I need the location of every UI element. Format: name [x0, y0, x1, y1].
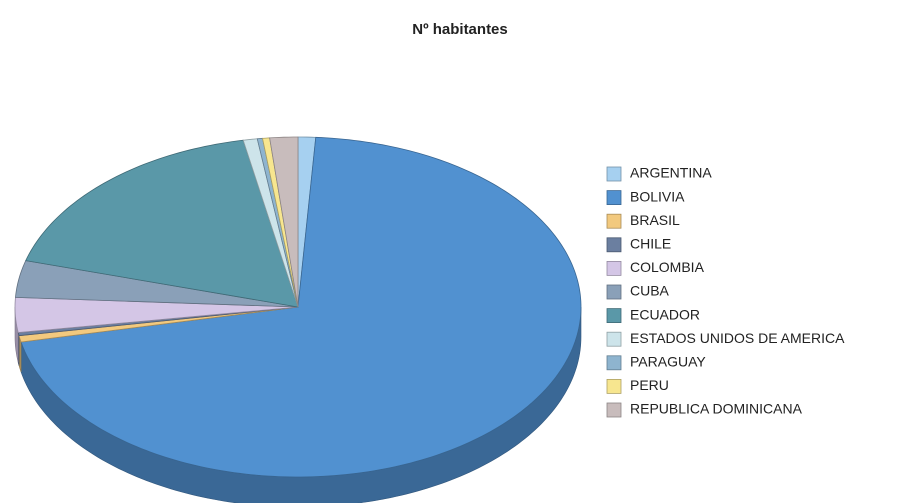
- legend-label: ECUADOR: [630, 306, 700, 322]
- pie-slice: [15, 260, 299, 308]
- legend-swatch: [606, 213, 622, 229]
- legend-swatch: [606, 355, 622, 371]
- pie-slice: [14, 296, 299, 333]
- legend-label: ARGENTINA: [630, 165, 712, 181]
- legend-swatch: [606, 260, 622, 276]
- legend-label: ESTADOS UNIDOS DE AMERICA: [630, 330, 845, 346]
- pie-slice: [25, 139, 299, 308]
- legend-swatch: [606, 190, 622, 206]
- legend-swatch: [606, 166, 622, 182]
- legend-label: PARAGUAY: [630, 354, 706, 370]
- legend-swatch: [606, 331, 622, 347]
- pie-slice: [20, 136, 582, 478]
- legend-label: CHILE: [630, 236, 671, 252]
- legend-swatch: [606, 308, 622, 324]
- legend-label: PERU: [630, 377, 669, 393]
- legend-swatch: [606, 378, 622, 394]
- legend-swatch: [606, 284, 622, 300]
- legend-label: BOLIVIA: [630, 188, 685, 204]
- legend-label: REPUBLICA DOMINICANA: [630, 401, 803, 417]
- legend-label: BRASIL: [630, 212, 680, 228]
- pie-slice: [269, 136, 299, 308]
- legend-label: COLOMBIA: [630, 259, 705, 275]
- legend-label: CUBA: [630, 283, 670, 299]
- legend-swatch: [606, 402, 622, 418]
- chart-title: Nº habitantes: [412, 21, 508, 38]
- legend-swatch: [606, 237, 622, 253]
